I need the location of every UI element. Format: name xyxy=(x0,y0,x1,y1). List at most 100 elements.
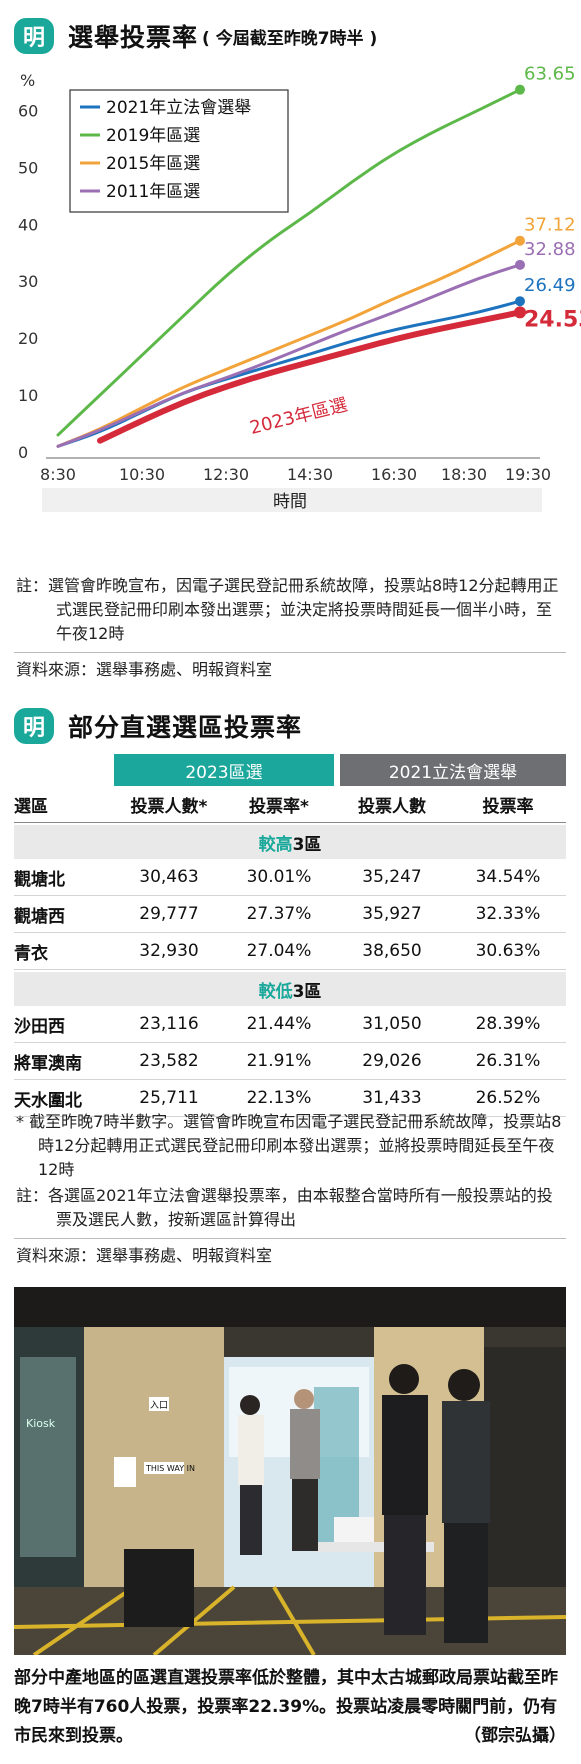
series-end-label: 63.65 xyxy=(524,64,576,85)
votes-2023: 30,463 xyxy=(139,867,199,887)
table-note: 註：各選區2021年立法會選舉投票率，由本報整合當時所有一般投票站的投票及選民人… xyxy=(16,1186,553,1229)
band-high-prefix: 較高 xyxy=(258,834,293,855)
table-source: 資料來源：選舉事務處、明報資料室 xyxy=(16,1246,273,1265)
table-row: 觀塘北 30,463 30.01% 35,247 34.54% xyxy=(14,859,566,896)
low-rows: 沙田西 23,116 21.44% 31,050 28.39% 將軍澳南 23,582 21.… xyxy=(14,1006,566,1117)
district-name: 沙田西 xyxy=(14,1016,65,1037)
table-row: 沙田西 23,116 21.44% 31,050 28.39% xyxy=(14,1006,566,1043)
table-column-headers: 選區 投票人數* 投票率* 投票人數 投票率 xyxy=(14,786,566,823)
band-low-prefix: 較低 xyxy=(258,981,293,1002)
votes-2021: 38,650 xyxy=(362,941,422,961)
high-rows: 觀塘北 30,463 30.01% 35,247 34.54% 觀塘西 29,777 27.3… xyxy=(14,859,566,970)
y-tick-label: 60 xyxy=(18,101,38,120)
table-row: 觀塘西 29,777 27.37% 35,927 32.33% xyxy=(14,896,566,933)
chart-subtitle: ( 今屆截至昨晚7時半 ) xyxy=(202,28,378,49)
turnout-table: 2023區選 2021立法會選舉 選區 投票人數* 投票率* 投票人數 投票率 … xyxy=(14,754,566,1117)
x-tick-label: 16:30 xyxy=(371,465,417,484)
y-tick-label: 50 xyxy=(18,158,38,177)
rate-2023: 27.04% xyxy=(246,941,312,961)
votes-2021: 29,026 xyxy=(362,1051,422,1071)
chart-end-labels: 26.49 63.65 37.12 32.88 24.53 2023年區選 xyxy=(248,64,581,439)
asterisk-note: * 截至昨晚7時半數字。選管會昨晚宣布因電子選民登記冊系統故障，投票站8時12分… xyxy=(16,1112,562,1179)
chart-note-text: 註：選管會昨晚宣布，因電子選民登記冊系統故障，投票站8時12分起轉用正式選民登記… xyxy=(16,576,559,643)
table-row: 將軍澳南 23,582 21.91% 29,026 26.31% xyxy=(14,1043,566,1080)
band-low-suffix: 3區 xyxy=(292,981,322,1002)
group-2023-header: 2023區選 xyxy=(114,754,334,786)
chart-note: 註：選管會昨晚宣布，因電子選民登記冊系統故障，投票站8時12分起轉用正式選民登記… xyxy=(16,574,566,646)
table-row: 青衣 32,930 27.04% 38,650 30.63% xyxy=(14,933,566,970)
group-2021-header: 2021立法會選舉 xyxy=(340,754,566,786)
district-name: 將軍澳南 xyxy=(14,1053,82,1074)
mingpao-logo: 明 xyxy=(14,708,54,744)
legend-entry: 2021年立法會選舉 xyxy=(106,98,251,118)
series-line xyxy=(97,309,523,444)
x-tick-label: 18:30 xyxy=(441,465,487,484)
votes-2023: 29,777 xyxy=(139,904,199,924)
chart-source: 資料來源：選舉事務處、明報資料室 xyxy=(16,660,273,679)
votes-2021: 31,433 xyxy=(362,1088,422,1108)
rate-2023: 27.37% xyxy=(246,904,312,924)
table-notes: * 截至昨晚7時半數字。選管會昨晚宣布因電子選民登記冊系統故障，投票站8時12分… xyxy=(16,1110,566,1232)
legend-entry: 2015年區選 xyxy=(106,154,200,174)
divider xyxy=(14,1238,566,1239)
chart-header: 明 選舉投票率 ( 今屆截至昨晚7時半 ) xyxy=(14,16,377,56)
table-group-row: 2023區選 2021立法會選舉 xyxy=(14,754,566,786)
series-end-label: 32.88 xyxy=(524,239,576,260)
district-name: 觀塘西 xyxy=(14,906,65,927)
col-header-district: 選區 xyxy=(14,796,48,817)
series-line xyxy=(56,239,522,448)
legend-entry: 2011年區選 xyxy=(106,182,200,202)
polling-station-photo: Kiosk THIS WAY IN 入口 xyxy=(14,1287,566,1655)
series-end-label: 37.12 xyxy=(524,215,576,236)
col-header-votes-2021: 投票人數 xyxy=(358,796,426,817)
table-title: 部分直選選區投票率 xyxy=(68,713,303,742)
x-axis-title: 時間 xyxy=(273,492,307,512)
rate-2021: 34.54% xyxy=(475,867,541,887)
x-tick-label: 14:30 xyxy=(287,465,333,484)
legend-box xyxy=(69,89,289,213)
series-line xyxy=(56,263,522,448)
table-row: 天水圍北 25,711 22.13% 31,433 26.52% xyxy=(14,1080,566,1117)
rate-2021: 26.52% xyxy=(475,1088,541,1108)
y-axis-unit: % xyxy=(20,71,35,90)
rate-2021: 32.33% xyxy=(475,904,541,924)
series-end-label: 26.49 xyxy=(524,275,576,296)
series-line xyxy=(56,88,522,437)
x-tick-label: 19:30 xyxy=(505,465,551,484)
y-tick-label: 0 xyxy=(18,443,28,462)
photo-illustration: Kiosk THIS WAY IN 入口 xyxy=(14,1287,566,1655)
votes-2023: 25,711 xyxy=(139,1088,199,1108)
turnout-line-chart: % 0 10 20 30 40 50 60 8:30 10:30 12:30 14:30 16:30 18… xyxy=(18,64,581,512)
x-axis-title-band xyxy=(42,488,542,512)
rate-2023: 21.44% xyxy=(246,1014,312,1034)
chart-axes: % 0 10 20 30 40 50 60 8:30 10:30 12:30 14:30 16:30 18… xyxy=(18,71,551,512)
votes-2023: 23,582 xyxy=(139,1051,199,1071)
votes-2021: 35,927 xyxy=(362,904,422,924)
y-tick-label: 30 xyxy=(18,272,38,291)
rate-2021: 30.63% xyxy=(475,941,541,961)
kiosk-text: Kiosk xyxy=(26,1417,56,1430)
sign-way-in: THIS WAY IN xyxy=(145,1464,195,1473)
y-tick-label: 10 xyxy=(18,386,38,405)
series-end-point xyxy=(515,296,525,307)
series-inline-label: 2023年區選 xyxy=(248,394,350,439)
rate-2021: 28.39% xyxy=(475,1014,541,1034)
district-name: 青衣 xyxy=(14,943,48,964)
district-name: 觀塘北 xyxy=(14,869,65,890)
district-name: 天水圍北 xyxy=(14,1090,82,1111)
votes-2021: 35,247 xyxy=(362,867,422,887)
series-end-label: 24.53 xyxy=(524,307,581,332)
photo-caption: 部分中產地區的區選直選投票率低於整體，其中太古城郵政局票站截至昨晚7時半有760… xyxy=(14,1664,566,1751)
band-highest-3: 較高 3區 xyxy=(14,825,566,859)
rate-2023: 21.91% xyxy=(246,1051,312,1071)
rate-2023: 30.01% xyxy=(246,867,312,887)
col-header-votes-2023: 投票人數* xyxy=(130,796,208,817)
band-high-suffix: 3區 xyxy=(292,834,322,855)
series-end-point xyxy=(515,84,525,95)
series-end-point xyxy=(514,306,526,319)
chart-legend: 2021年立法會選舉 2019年區選 2015年區選 2011年區選 xyxy=(69,89,289,213)
col-header-rate-2021: 投票率 xyxy=(482,796,534,817)
votes-2021: 31,050 xyxy=(362,1014,422,1034)
rate-2021: 26.31% xyxy=(475,1051,541,1071)
rate-2023: 22.13% xyxy=(246,1088,312,1108)
